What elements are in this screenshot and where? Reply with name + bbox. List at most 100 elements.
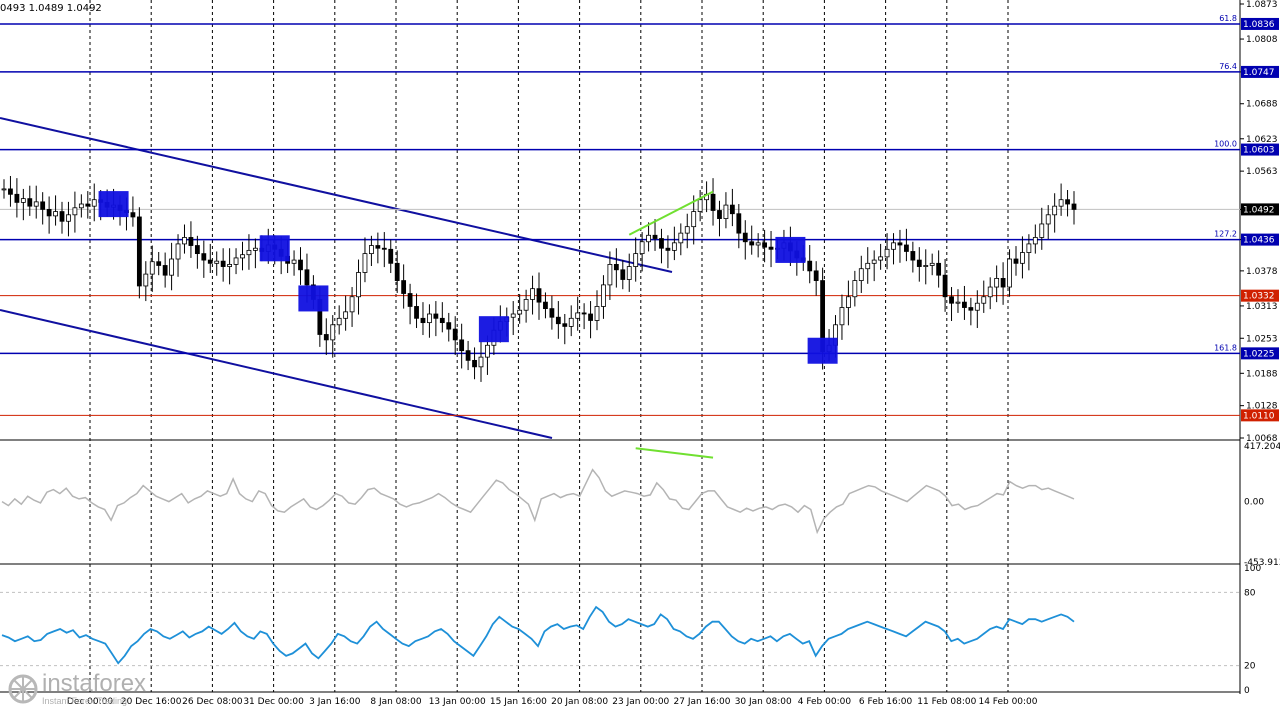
time-tick-label: 27 Jan 16:00 (674, 697, 731, 707)
candle-body (916, 259, 922, 267)
time-tick-label: 14 Feb 00:00 (978, 697, 1037, 707)
candle-body (433, 313, 439, 319)
candle-body (427, 313, 432, 324)
candle-body (407, 293, 413, 307)
rsi-tick-label: 100 (1244, 564, 1261, 574)
candle-body (478, 356, 484, 368)
signal-box (98, 191, 129, 218)
candle-body (845, 296, 851, 308)
candle-body (1045, 214, 1051, 225)
time-tick-label: 8 Jan 08:00 (370, 697, 422, 707)
time-tick-label: 20 Jan 08:00 (551, 697, 608, 707)
candle-body (214, 260, 220, 264)
rsi-line (1, 605, 1075, 665)
candle-body (343, 311, 349, 319)
candle-body (897, 242, 903, 246)
candle-body (465, 350, 471, 361)
candle-body (188, 237, 194, 246)
level-price-label: 1.0836 (1243, 20, 1275, 30)
candle-body (446, 322, 452, 330)
candle-body (1039, 223, 1045, 238)
price-tick-label: 1.0068 (1246, 434, 1278, 444)
candle-body (729, 204, 735, 215)
candle-body (871, 259, 877, 264)
fib-level-label: 127.2 (1214, 230, 1237, 239)
candle-body (369, 245, 374, 255)
level-price-label: 1.0225 (1243, 349, 1275, 359)
candle-body (865, 262, 871, 270)
rsi-tick-label: 80 (1244, 588, 1256, 598)
candle-body (691, 211, 697, 228)
candle-body (59, 211, 65, 222)
signal-box (298, 285, 329, 312)
divergence-line-oscillator (635, 447, 714, 459)
brand-tagline: Instant Forex Trading (42, 696, 128, 706)
price-axis: 1.0873 1.0808 1.0747 1.0688 1.0623 1.0563 1.04… (1240, 0, 1280, 696)
candle-body (201, 253, 207, 261)
candle-body (858, 268, 864, 281)
candle-body (601, 284, 606, 307)
rsi-tick-label: 0 (1244, 686, 1250, 696)
candle-body (968, 307, 974, 311)
candle-body (66, 214, 71, 222)
candle-body (1058, 199, 1064, 207)
candle-body (14, 193, 20, 203)
candle-body (1013, 258, 1019, 264)
signal-box (478, 316, 509, 343)
candle-body (510, 313, 516, 318)
price-tick-label: 1.0188 (1246, 369, 1278, 379)
candle-body (994, 278, 1000, 288)
candle-body (323, 334, 329, 341)
oscillator-tick-label: 417.2044 (1244, 442, 1280, 452)
oscillator-tick-label: 0.00 (1244, 498, 1264, 508)
candle-body (671, 242, 677, 251)
candle-body (904, 244, 909, 252)
candle-body (85, 203, 91, 207)
candle-body (581, 312, 587, 315)
candle-body (549, 308, 555, 318)
candle-body (723, 204, 729, 219)
candle-body (1071, 203, 1077, 210)
candle-body (588, 313, 593, 321)
oscillator-panel (1, 447, 1075, 535)
level-price-label: 1.0603 (1243, 146, 1275, 156)
candle-body (472, 359, 477, 368)
price-tick-label: 1.0128 (1246, 402, 1278, 412)
candle-body (981, 296, 987, 304)
candle-body (620, 269, 626, 280)
candle-body (755, 242, 761, 246)
candle-body (807, 260, 813, 272)
candle-body (659, 238, 664, 249)
level-price-label: 1.0436 (1243, 236, 1275, 246)
candle-body (156, 261, 162, 266)
time-tick-label: 30 Jan 08:00 (735, 697, 792, 707)
candle-body (401, 280, 407, 294)
candle-body (439, 317, 445, 324)
candle-body (929, 262, 935, 266)
level-price-tag (1241, 289, 1279, 302)
time-tick-label: 6 Feb 16:00 (859, 697, 913, 707)
cci-line (1, 468, 1075, 535)
fib-level-label: 100.0 (1214, 140, 1237, 149)
candle-body (684, 226, 690, 234)
candle-body (555, 316, 561, 325)
candle-body (710, 193, 716, 211)
candle-body (736, 213, 742, 234)
candle-body (175, 243, 181, 260)
candle-body (594, 306, 600, 321)
candle-body (949, 296, 954, 304)
candle-body (613, 263, 619, 271)
candle-body (633, 253, 639, 267)
candle-body (530, 288, 535, 300)
candle-body (665, 247, 671, 251)
candle-body (169, 258, 174, 276)
candle-body (742, 232, 748, 243)
candle-body (388, 248, 394, 264)
candle-body (233, 257, 239, 265)
candle-body (485, 344, 490, 358)
level-price-label: 1.0332 (1243, 292, 1275, 302)
candle-body (646, 234, 651, 243)
time-tick-label: 4 Feb 00:00 (798, 697, 852, 707)
candle-body (762, 242, 768, 248)
